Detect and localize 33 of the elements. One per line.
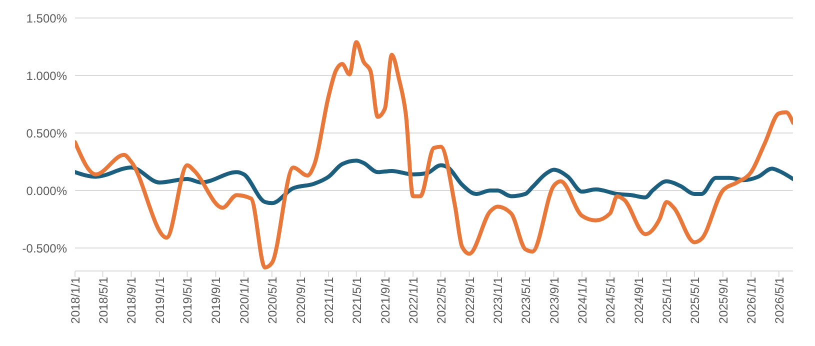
x-tick-label: 2019/9/1 (209, 276, 224, 324)
x-tick-label: 2022/5/1 (434, 276, 448, 324)
x-tick-label: 2020/5/1 (265, 276, 280, 324)
x-tick-label: 2024/5/1 (603, 276, 618, 324)
x-tick-label: 2026/5/1 (772, 276, 786, 324)
x-tick-label: 2022/9/1 (462, 276, 477, 324)
x-tick-label: 2019/1/1 (152, 276, 167, 324)
x-tick-label: 2019/5/1 (180, 276, 195, 324)
x-tick-label: 2021/9/1 (378, 276, 392, 324)
y-tick-label: 1.500% (26, 11, 68, 26)
x-tick-label: 2020/9/1 (294, 276, 308, 324)
x-tick-label: 2020/1/1 (237, 276, 252, 324)
x-tick-label: 2023/5/1 (518, 276, 533, 324)
x-tick-label: 2025/9/1 (716, 276, 730, 324)
x-tick-label: 2026/1/1 (744, 276, 759, 324)
x-tick-label: 2022/1/1 (406, 276, 421, 324)
y-tick-label: -0.500% (22, 241, 68, 256)
x-tick-label: 2018/5/1 (96, 276, 110, 324)
x-tick-label: 2018/9/1 (124, 276, 139, 324)
y-tick-label: 0.000% (26, 184, 68, 198)
line-series (75, 40, 793, 270)
line-series (75, 158, 793, 206)
y-tick-label: 1.000% (26, 68, 68, 83)
x-tick-label: 2024/1/1 (575, 276, 590, 324)
x-tick-label: 2018/1/1 (68, 276, 83, 324)
x-tick-label: 2021/5/1 (350, 276, 364, 324)
x-tick-label: 2025/5/1 (688, 276, 702, 324)
x-tick-label: 2023/9/1 (547, 276, 562, 324)
x-tick-label: 2023/1/1 (491, 276, 506, 324)
x-tick-label: 2021/1/1 (322, 276, 336, 324)
x-tick-label: 2024/9/1 (632, 276, 646, 324)
y-tick-label: 0.500% (26, 126, 68, 140)
x-tick-label: 2025/1/1 (660, 276, 674, 324)
